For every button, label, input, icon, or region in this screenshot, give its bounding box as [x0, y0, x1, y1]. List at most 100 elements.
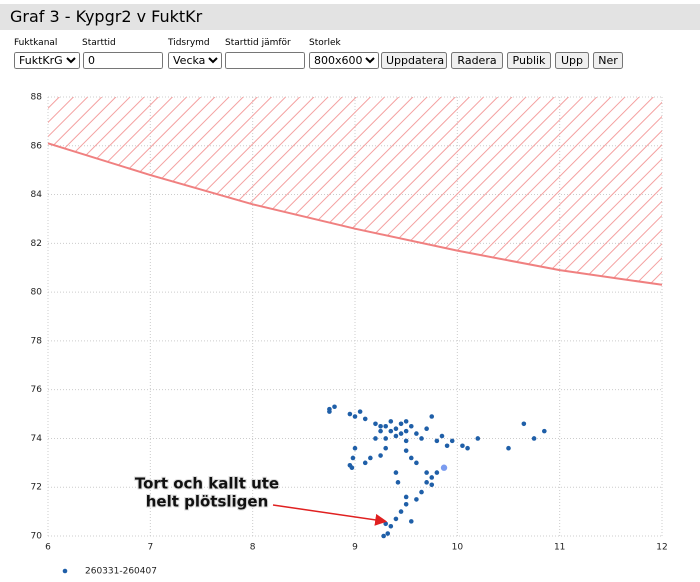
- point: [362, 460, 368, 466]
- point: [424, 480, 429, 485]
- x-tick-label: 10: [452, 543, 464, 553]
- point: [388, 428, 394, 434]
- point: [350, 455, 356, 461]
- size-select[interactable]: 800x600: [309, 52, 379, 69]
- point: [429, 414, 435, 419]
- point: [373, 421, 378, 427]
- x-tick-label: 6: [45, 543, 51, 553]
- point: [542, 428, 547, 434]
- highlight-point: [440, 464, 448, 471]
- x-tick-label: 8: [250, 543, 256, 553]
- point: [378, 428, 383, 434]
- button[interactable]: Radera: [451, 52, 503, 69]
- point: [531, 436, 537, 441]
- point: [521, 421, 527, 427]
- point: [349, 465, 355, 471]
- y-tick-label: 88: [31, 93, 43, 103]
- point: [393, 516, 399, 522]
- y-tick-label: 72: [31, 483, 42, 493]
- point: [373, 436, 378, 441]
- point: [362, 416, 368, 422]
- point: [403, 448, 409, 453]
- start-input[interactable]: [83, 52, 163, 69]
- point: [357, 409, 363, 414]
- button[interactable]: Upp: [555, 52, 589, 69]
- y-tick-label: 70: [31, 532, 43, 542]
- annotation-text: Tort och kallt ute: [135, 475, 279, 493]
- point: [475, 436, 481, 441]
- point: [460, 443, 465, 449]
- point: [403, 419, 409, 424]
- point: [444, 443, 450, 449]
- point: [419, 489, 424, 495]
- point: [383, 436, 389, 441]
- page: Graf 3 - Kypgr2 v FuktKr Fuktkanal Start…: [0, 4, 700, 582]
- point: [403, 428, 409, 434]
- point: [347, 411, 353, 417]
- point: [408, 519, 414, 524]
- threshold-line: [47, 142, 663, 286]
- legend-marker: [62, 568, 68, 574]
- point: [385, 531, 391, 536]
- label: Fuktkanal: [14, 38, 58, 48]
- point: [403, 438, 409, 444]
- x-tick-label: 11: [554, 543, 565, 553]
- label: Tidsrymd: [168, 38, 210, 48]
- point: [332, 404, 337, 410]
- legend-label: 260331-260407: [85, 567, 157, 577]
- point: [383, 445, 389, 451]
- point: [398, 421, 404, 427]
- annotation-text: helt plötsligen: [146, 493, 269, 511]
- annotation-arrow: [272, 504, 388, 526]
- point: [465, 445, 470, 451]
- point: [378, 453, 383, 458]
- title-bar: Graf 3 - Kypgr2 v FuktKr: [0, 4, 700, 30]
- point: [439, 433, 445, 439]
- point: [393, 426, 399, 431]
- y-tick-label: 84: [31, 190, 43, 200]
- point: [403, 501, 409, 507]
- point: [393, 470, 399, 475]
- point: [383, 423, 389, 429]
- point: [419, 436, 424, 441]
- point: [414, 431, 419, 436]
- label: Storlek: [309, 38, 341, 48]
- point: [327, 409, 332, 414]
- point: [393, 433, 399, 439]
- point: [429, 475, 435, 480]
- point: [388, 523, 394, 529]
- point: [449, 438, 455, 444]
- label: Starttid jämför: [225, 38, 291, 48]
- point: [398, 509, 404, 514]
- point: [381, 533, 386, 539]
- point: [434, 438, 440, 444]
- point: [395, 480, 401, 485]
- point: [408, 455, 414, 461]
- span-select[interactable]: Vecka: [168, 52, 222, 69]
- y-tick-label: 80: [31, 288, 43, 298]
- x-tick-label: 7: [147, 543, 153, 553]
- button[interactable]: Publik: [507, 52, 551, 69]
- y-tick-label: 76: [31, 385, 43, 395]
- button[interactable]: Uppdatera: [381, 52, 447, 69]
- point: [398, 431, 404, 436]
- point: [408, 423, 414, 429]
- x-tick-label: 12: [656, 543, 667, 553]
- button[interactable]: Ner: [593, 52, 623, 69]
- point: [429, 482, 435, 488]
- compare-input[interactable]: [225, 52, 305, 69]
- point: [352, 414, 358, 419]
- point: [368, 455, 373, 461]
- y-tick-label: 74: [31, 434, 43, 444]
- point: [383, 521, 389, 527]
- point: [403, 494, 409, 500]
- title: Graf 3 - Kypgr2 v FuktKr: [10, 7, 203, 26]
- point: [388, 419, 394, 424]
- point: [424, 426, 429, 431]
- y-tick-label: 86: [31, 141, 43, 151]
- y-tick-label: 82: [31, 239, 42, 249]
- label: Starttid: [82, 38, 116, 48]
- channel-select[interactable]: FuktKrGr: [14, 52, 80, 69]
- point: [414, 497, 419, 502]
- point: [506, 445, 511, 451]
